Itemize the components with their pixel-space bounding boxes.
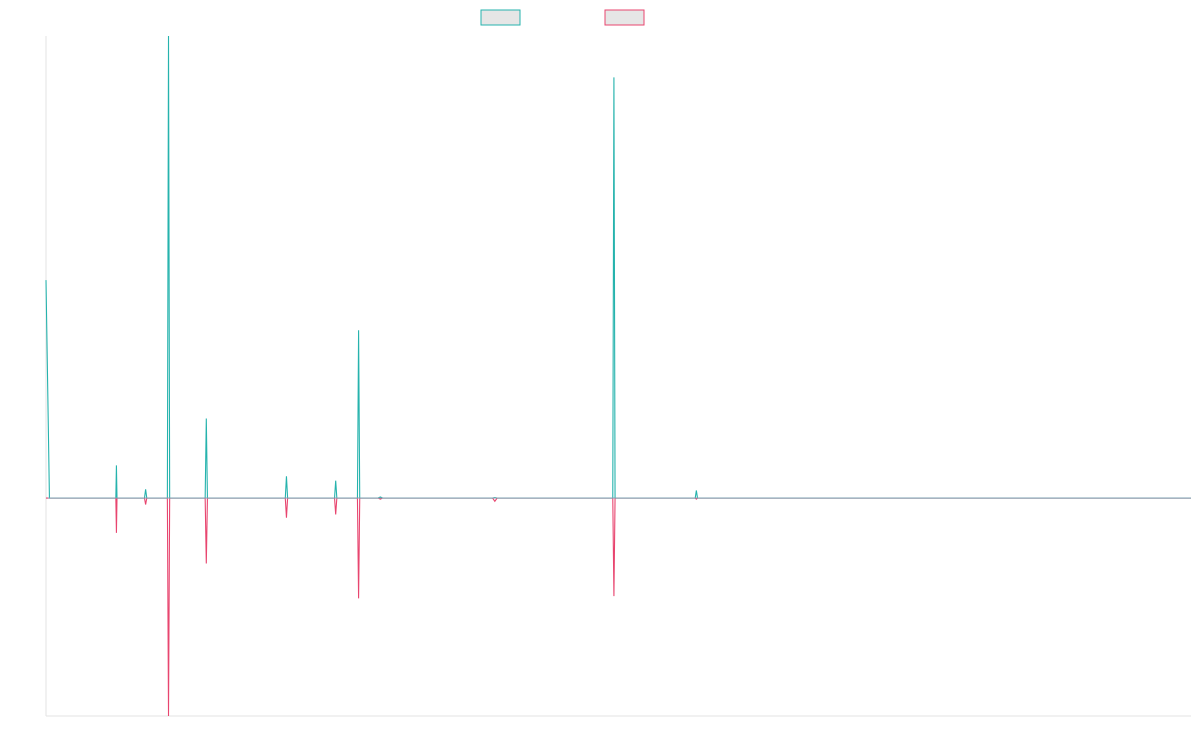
series-line-1 — [45, 35, 1191, 499]
legend-swatch-1 — [480, 9, 521, 26]
legend — [480, 9, 645, 26]
axes — [45, 36, 1191, 717]
plot-area — [45, 35, 1191, 717]
legend-swatch-2 — [604, 9, 645, 26]
series-line-2 — [46, 497, 1191, 717]
